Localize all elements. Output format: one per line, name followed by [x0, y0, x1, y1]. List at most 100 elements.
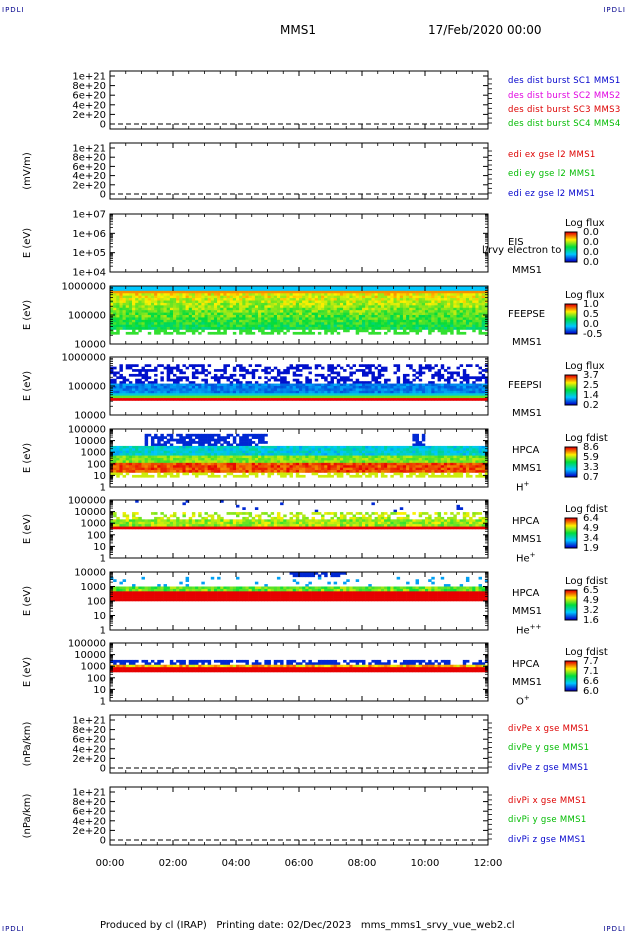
spectrogram-cell — [204, 393, 208, 396]
spectrogram-cell — [362, 288, 366, 292]
spectrogram-cell — [264, 386, 268, 389]
spectrogram-cell — [346, 383, 350, 387]
spectrogram-cell — [116, 465, 120, 468]
spectrogram-cell — [119, 288, 123, 292]
spectrogram-cell — [305, 398, 309, 401]
colorbar-segment — [565, 384, 577, 386]
spectrogram-cell — [292, 298, 297, 301]
spectrogram-cell — [226, 453, 230, 456]
spectrogram-cell — [358, 322, 363, 325]
spectrogram-cell — [459, 300, 464, 304]
spectrogram-cell — [352, 386, 356, 389]
spectrogram-cell — [484, 324, 489, 328]
spectrogram-cell — [245, 327, 249, 330]
spectrogram-cell — [147, 390, 152, 394]
spectrogram-cell — [280, 393, 284, 396]
spectrogram-cell — [163, 319, 167, 323]
spectrogram-cell — [147, 460, 152, 464]
spectrogram-cell — [154, 286, 158, 289]
spectrogram-cell — [223, 302, 227, 306]
spectrogram-cell — [321, 319, 325, 323]
spectrogram-cell — [179, 433, 183, 437]
colorbar-segment — [565, 397, 577, 399]
spectrogram-cell — [210, 458, 215, 461]
spectrogram-cell — [147, 327, 152, 330]
spectrogram-cell — [135, 395, 139, 399]
spectrogram-cell — [305, 300, 309, 304]
spectrogram-cell — [484, 312, 489, 316]
spectrogram-cell — [264, 302, 268, 306]
spectrogram-cell — [387, 388, 391, 392]
spectrogram-cell — [242, 293, 246, 296]
spectrogram-cell — [374, 386, 379, 389]
spectrogram-cell — [242, 474, 246, 478]
spectrogram-cell — [195, 383, 199, 387]
spectrogram-cell — [459, 393, 464, 396]
spectrogram-cell — [169, 438, 174, 442]
spectrogram-cell — [371, 324, 375, 328]
spectrogram-cell — [447, 290, 451, 294]
spectrogram-cell — [443, 327, 448, 330]
spectrogram-cell — [365, 310, 369, 313]
spectrogram-cell — [220, 298, 224, 301]
spectrogram-cell — [191, 386, 196, 389]
spectrogram-cell — [150, 465, 155, 468]
spectrogram-cell — [462, 310, 467, 313]
spectrogram-cell — [232, 441, 237, 444]
spectrogram-cell — [125, 386, 130, 389]
spectrogram-cell — [173, 395, 177, 399]
spectrogram-cell — [280, 324, 284, 328]
spectrogram-cell — [150, 441, 155, 444]
spectrogram-cell — [399, 295, 404, 299]
spectrogram-cell — [157, 467, 161, 471]
spectrogram-cell — [377, 327, 382, 330]
spectrogram-cell — [166, 327, 171, 330]
spectrogram-cell — [147, 295, 152, 299]
spectrogram-cell — [292, 315, 297, 318]
spectrogram-cell — [160, 445, 164, 449]
spectrogram-cell — [465, 293, 470, 296]
spectrogram-cell — [210, 436, 215, 439]
spectrogram-cell — [472, 386, 476, 389]
spectrogram-cell — [327, 315, 331, 318]
spectrogram-cell — [324, 376, 328, 380]
spectrogram-cell — [434, 290, 438, 294]
spectrogram-cell — [207, 298, 212, 301]
spectrogram-cell — [157, 472, 161, 476]
spectrogram-cell — [409, 386, 413, 389]
spectrogram-cell — [239, 448, 243, 452]
spectrogram-cell — [437, 307, 442, 311]
spectrogram-cell — [283, 390, 287, 394]
spectrogram-cell — [327, 366, 331, 370]
spectrogram-cell — [254, 460, 259, 464]
spectrogram-cell — [339, 312, 344, 316]
spectrogram-cell — [223, 369, 227, 372]
spectrogram-cell — [481, 315, 486, 318]
spectrogram-cell — [110, 307, 114, 311]
spectrogram-cell — [314, 395, 319, 399]
spectrogram-cell — [166, 366, 171, 370]
spectrogram-cell — [236, 398, 240, 401]
spectrogram-cell — [267, 317, 271, 321]
spectrogram-cell — [245, 455, 249, 459]
spectrogram-cell — [217, 460, 221, 464]
spectrogram-cell — [456, 310, 460, 313]
spectrogram-cell — [119, 373, 123, 377]
spectrogram-cell — [207, 300, 212, 304]
spectrogram-cell — [283, 398, 287, 401]
spectrogram-feepse — [110, 286, 489, 335]
spectrogram-cell — [270, 472, 275, 476]
spectrogram-cell — [336, 305, 341, 309]
spectrogram-cell — [321, 302, 325, 306]
spectrogram-cell — [125, 467, 130, 471]
spectrogram-cell — [198, 305, 202, 309]
spectrogram-cell — [431, 286, 435, 289]
spectrogram-cell — [276, 305, 281, 309]
spectrogram-cell — [169, 288, 174, 292]
spectrogram-cell — [412, 300, 416, 304]
colorbar — [564, 303, 578, 335]
spectrogram-cell — [122, 300, 127, 304]
spectrogram-cell — [402, 315, 407, 318]
spectrogram-cell — [355, 315, 360, 318]
spectrogram-cell — [157, 465, 161, 468]
